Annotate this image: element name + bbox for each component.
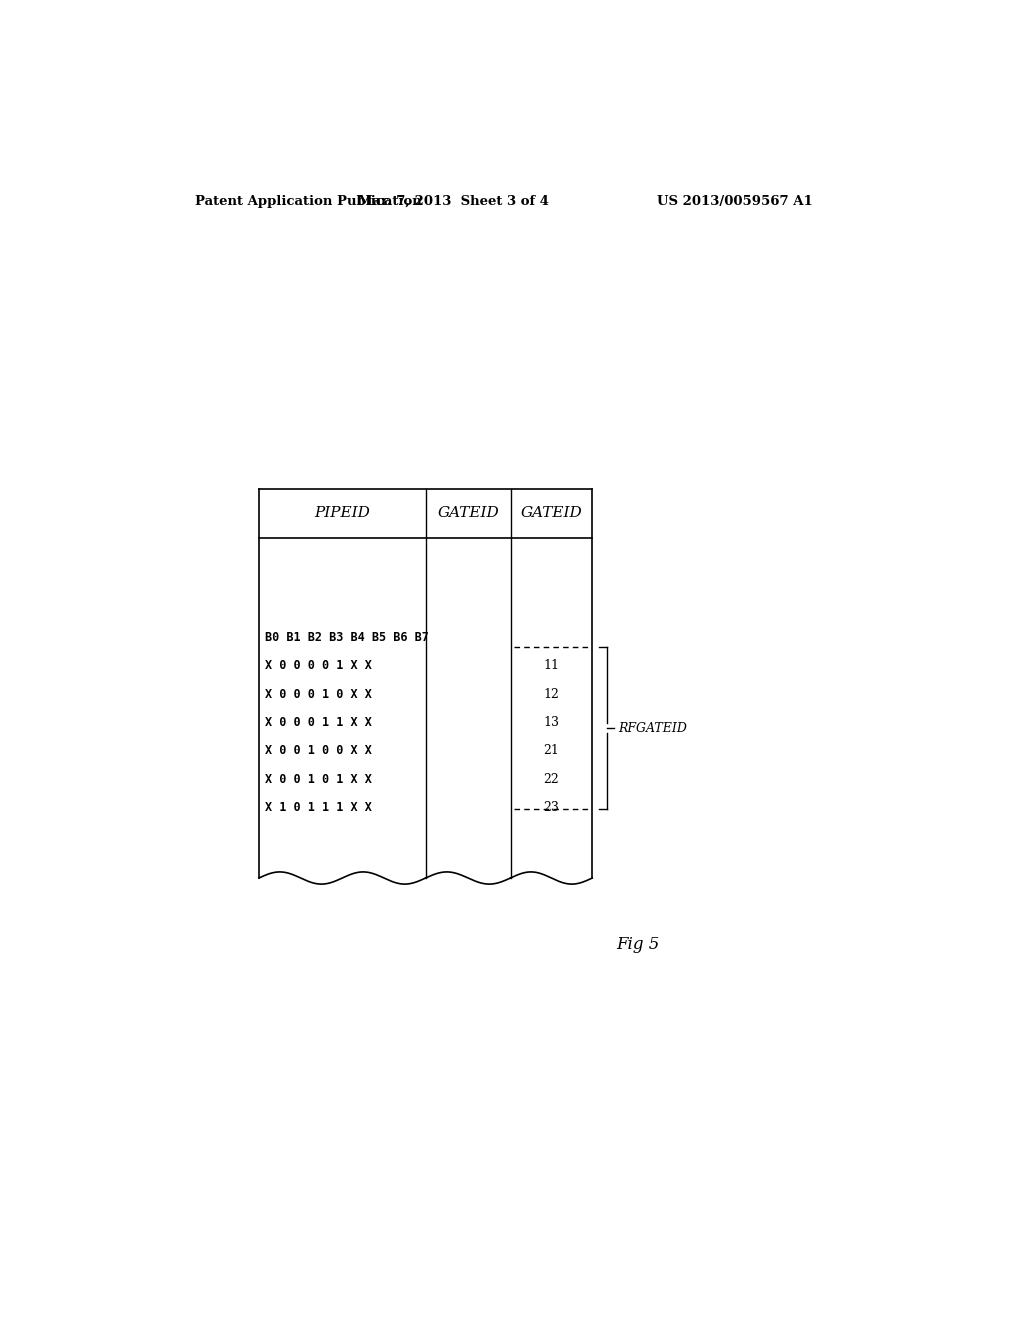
Text: 11: 11 [544,659,559,672]
Text: Fig 5: Fig 5 [616,936,659,953]
Text: US 2013/0059567 A1: US 2013/0059567 A1 [657,194,813,207]
Text: RFGATEID: RFGATEID [618,722,687,735]
Text: 22: 22 [544,774,559,785]
Text: X 0 0 0 1 1 X X: X 0 0 0 1 1 X X [265,715,372,729]
Text: B0 B1 B2 B3 B4 B5 B6 B7: B0 B1 B2 B3 B4 B5 B6 B7 [265,631,429,644]
Text: 23: 23 [544,801,559,814]
Text: Mar. 7, 2013  Sheet 3 of 4: Mar. 7, 2013 Sheet 3 of 4 [357,194,549,207]
Text: GATEID: GATEID [520,506,583,520]
Text: X 0 0 0 0 1 X X: X 0 0 0 0 1 X X [265,659,372,672]
Text: PIPEID: PIPEID [314,506,371,520]
Text: 13: 13 [544,715,559,729]
Text: X 1 0 1 1 1 X X: X 1 0 1 1 1 X X [265,801,372,814]
Text: 12: 12 [544,688,559,701]
Text: X 0 0 1 0 0 X X: X 0 0 1 0 0 X X [265,744,372,758]
Text: 21: 21 [544,744,559,758]
Text: X 0 0 1 0 1 X X: X 0 0 1 0 1 X X [265,774,372,785]
Text: GATEID: GATEID [437,506,499,520]
Text: Patent Application Publication: Patent Application Publication [196,194,422,207]
Text: X 0 0 0 1 0 X X: X 0 0 0 1 0 X X [265,688,372,701]
